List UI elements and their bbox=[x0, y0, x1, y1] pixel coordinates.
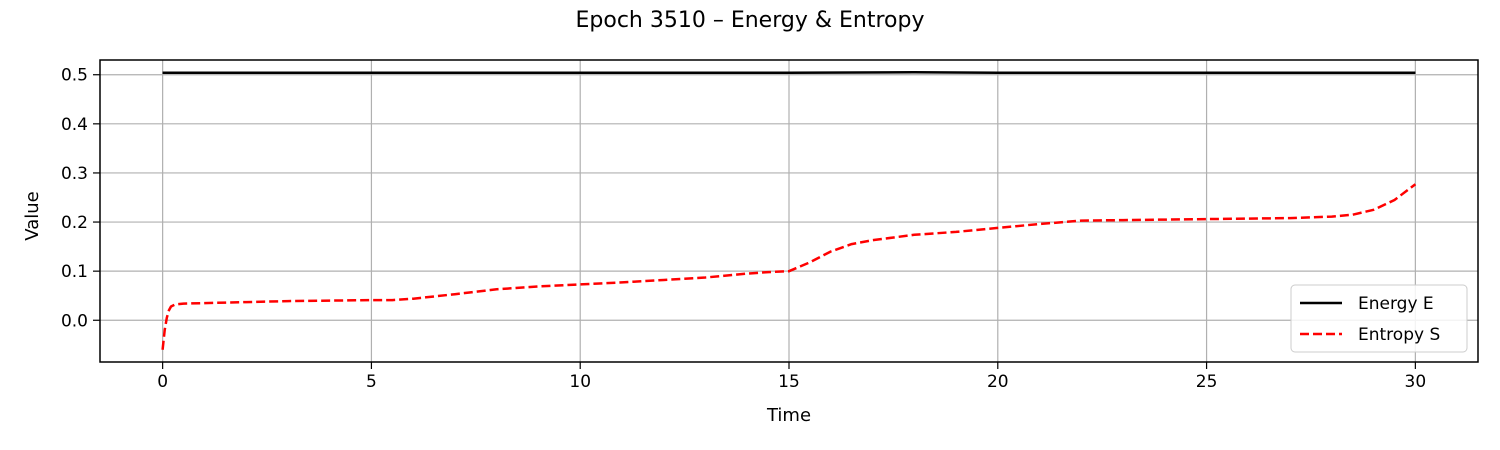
legend: Energy E Entropy S bbox=[1290, 284, 1468, 353]
y-tick-label: 0.2 bbox=[61, 213, 88, 233]
y-tick-label: 0.4 bbox=[61, 115, 88, 135]
x-tick-label: 20 bbox=[987, 372, 1009, 392]
y-tick-label: 0.5 bbox=[61, 66, 88, 86]
grid bbox=[100, 60, 1478, 362]
axis-ticks: 0 5 10 15 20 25 30 0.0 0.1 0.2 0.3 0.4 0.5 bbox=[61, 66, 1426, 392]
legend-label: Entropy S bbox=[1358, 325, 1440, 345]
x-tick-label: 10 bbox=[569, 372, 591, 392]
x-tick-label: 15 bbox=[778, 372, 800, 392]
y-tick-label: 0.1 bbox=[61, 262, 88, 282]
x-tick-label: 30 bbox=[1405, 372, 1427, 392]
x-tick-label: 0 bbox=[157, 372, 168, 392]
chart-title: Epoch 3510 – Energy & Entropy bbox=[576, 8, 925, 33]
y-tick-label: 0.0 bbox=[61, 311, 88, 331]
x-axis-label: Time bbox=[766, 405, 811, 426]
legend-label: Energy E bbox=[1358, 294, 1434, 314]
y-axis-label: Value bbox=[22, 191, 43, 240]
series-line-energy bbox=[162, 71, 1416, 75]
plot-series bbox=[161, 71, 1417, 350]
y-tick-label: 0.3 bbox=[61, 164, 88, 184]
x-tick-label: 25 bbox=[1196, 372, 1218, 392]
series-line-entropy bbox=[161, 183, 1417, 350]
x-tick-label: 5 bbox=[366, 372, 377, 392]
